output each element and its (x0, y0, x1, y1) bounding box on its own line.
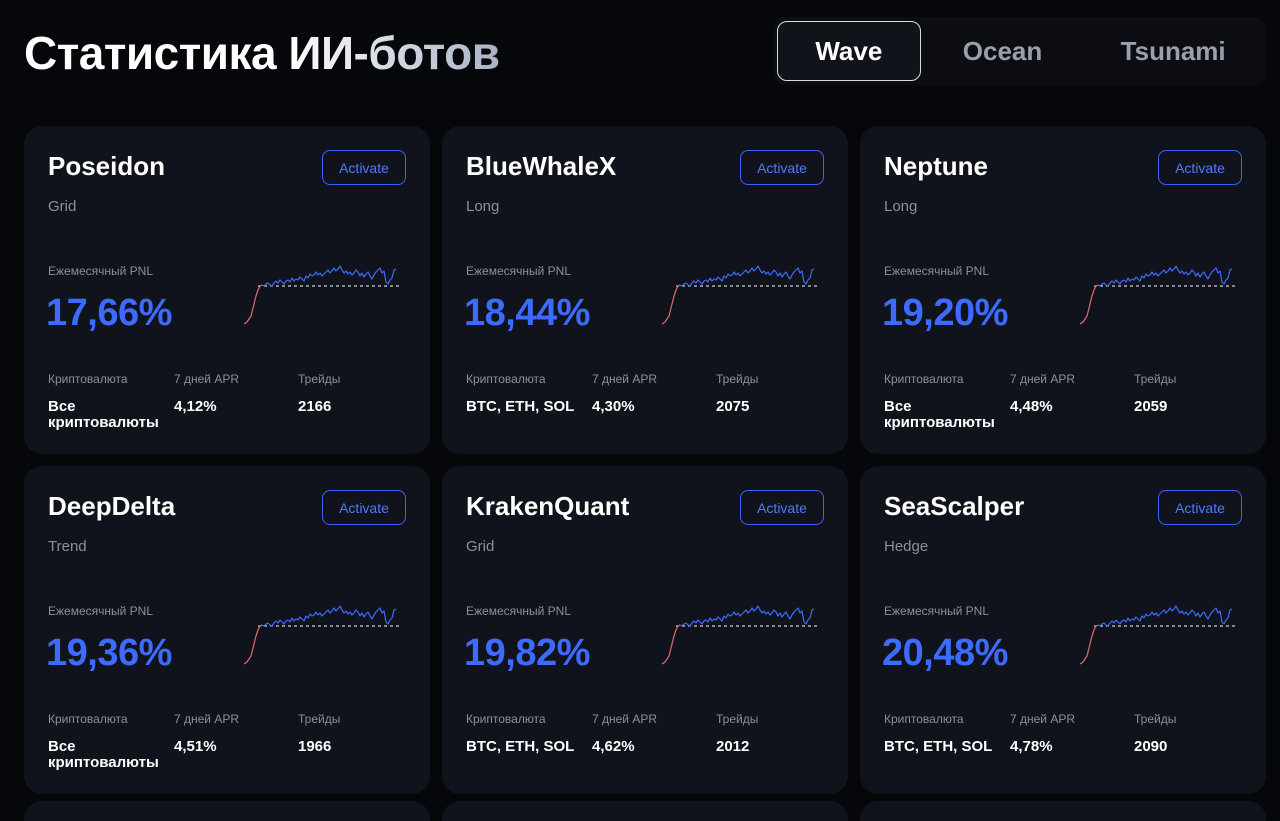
tab-tsunami[interactable]: Tsunami (1120, 35, 1226, 66)
crypto-label: Криптовалюта (466, 712, 546, 726)
pnl-value: 19,36% (46, 632, 172, 674)
sparkline-negative (244, 624, 263, 665)
sparkline-positive (1097, 605, 1233, 627)
bot-strategy-type: Grid (466, 538, 495, 555)
apr-label: 7 дней APR (174, 372, 240, 386)
apr-label: 7 дней APR (592, 712, 658, 726)
apr-value: 4,78% (1010, 738, 1053, 755)
apr-value: 4,51% (174, 738, 217, 755)
trades-label: Трейды (298, 372, 341, 386)
sparkline-negative (1080, 624, 1099, 665)
sparkline-positive (679, 265, 815, 287)
bot-card-partial (442, 801, 848, 821)
apr-value: 4,30% (592, 398, 635, 415)
apr-label: 7 дней APR (592, 372, 658, 386)
bot-strategy-type: Long (466, 198, 500, 215)
bot-name: Neptune (884, 151, 988, 181)
bot-strategy-type: Trend (48, 538, 87, 555)
bot-name: BlueWhaleX (466, 151, 617, 181)
trades-value: 2075 (716, 398, 750, 415)
trades-label: Трейды (716, 372, 759, 386)
sparkline-negative (244, 284, 263, 325)
activate-button[interactable]: Activate (322, 490, 406, 525)
sparkline-positive (261, 605, 397, 627)
crypto-value: Все криптовалюты (48, 738, 159, 771)
bot-card: KrakenQuant Activate Grid Ежемесячный PN… (442, 466, 848, 794)
bots-grid: Poseidon Activate Grid Ежемесячный PNL 1… (24, 126, 1266, 794)
trades-value: 2166 (298, 398, 332, 415)
bot-strategy-type: Grid (48, 198, 77, 215)
pnl-label: Ежемесячный PNL (884, 264, 990, 278)
activate-button[interactable]: Activate (740, 490, 824, 525)
trades-label: Трейды (298, 712, 341, 726)
bot-card: Poseidon Activate Grid Ежемесячный PNL 1… (24, 126, 430, 454)
trades-label: Трейды (716, 712, 759, 726)
bot-strategy-type: Long (884, 198, 918, 215)
crypto-value: BTC, ETH, SOL (884, 738, 993, 755)
bot-strategy-type: Hedge (884, 538, 929, 555)
pnl-sparkline (1080, 605, 1238, 665)
pnl-value: 17,66% (46, 292, 172, 334)
pnl-sparkline (662, 605, 820, 665)
bot-name: KrakenQuant (466, 491, 630, 521)
apr-label: 7 дней APR (1010, 712, 1076, 726)
bot-name: DeepDelta (48, 491, 176, 521)
apr-label: 7 дней APR (1010, 372, 1076, 386)
sparkline-positive (1097, 265, 1233, 287)
crypto-value: BTC, ETH, SOL (466, 738, 575, 755)
page-title: Статистика ИИ-ботов (24, 27, 500, 79)
trades-value: 2090 (1134, 738, 1168, 755)
pnl-label: Ежемесячный PNL (466, 604, 572, 618)
sparkline-negative (662, 284, 681, 325)
trades-value: 2012 (716, 738, 750, 755)
apr-value: 4,12% (174, 398, 217, 415)
activate-button[interactable]: Activate (740, 150, 824, 185)
sparkline-positive (679, 605, 815, 627)
crypto-label: Криптовалюта (884, 712, 964, 726)
activate-button[interactable]: Activate (1158, 490, 1242, 525)
apr-value: 4,48% (1010, 398, 1053, 415)
tab-ocean[interactable]: Ocean (962, 35, 1043, 66)
pnl-value: 19,20% (882, 292, 1008, 334)
crypto-value: Все криптовалюты (48, 398, 159, 431)
pnl-sparkline (244, 265, 402, 325)
pnl-value: 19,82% (464, 632, 590, 674)
bot-tier-tabs: Wave Ocean Tsunami (773, 17, 1266, 85)
pnl-label: Ежемесячный PNL (466, 264, 572, 278)
tab-wave[interactable]: Wave (777, 21, 921, 81)
bot-name: Poseidon (48, 151, 166, 181)
sparkline-positive (261, 265, 397, 287)
trades-value: 2059 (1134, 398, 1168, 415)
apr-label: 7 дней APR (174, 712, 240, 726)
crypto-label: Криптовалюта (48, 372, 128, 386)
trades-label: Трейды (1134, 372, 1177, 386)
pnl-value: 18,44% (464, 292, 590, 334)
sparkline-negative (662, 624, 681, 665)
apr-value: 4,62% (592, 738, 635, 755)
pnl-sparkline (1080, 265, 1238, 325)
crypto-label: Криптовалюта (884, 372, 964, 386)
pnl-label: Ежемесячный PNL (48, 264, 154, 278)
pnl-sparkline (662, 265, 820, 325)
bot-card: BlueWhaleX Activate Long Ежемесячный PNL… (442, 126, 848, 454)
bot-card-partial (860, 801, 1266, 821)
activate-button[interactable]: Activate (322, 150, 406, 185)
trades-value: 1966 (298, 738, 332, 755)
pnl-label: Ежемесячный PNL (48, 604, 154, 618)
pnl-value: 20,48% (882, 632, 1008, 674)
bot-card: SeaScalper Activate Hedge Ежемесячный PN… (860, 466, 1266, 794)
bot-card: DeepDelta Activate Trend Ежемесячный PNL… (24, 466, 430, 794)
trades-label: Трейды (1134, 712, 1177, 726)
crypto-label: Криптовалюта (466, 372, 546, 386)
sparkline-negative (1080, 284, 1099, 325)
crypto-label: Криптовалюта (48, 712, 128, 726)
bot-card: Neptune Activate Long Ежемесячный PNL 19… (860, 126, 1266, 454)
crypto-value: BTC, ETH, SOL (466, 398, 575, 415)
crypto-value: Все криптовалюты (884, 398, 995, 431)
activate-button[interactable]: Activate (1158, 150, 1242, 185)
bot-card-partial (24, 801, 430, 821)
bot-name: SeaScalper (884, 491, 1025, 521)
pnl-sparkline (244, 605, 402, 665)
pnl-label: Ежемесячный PNL (884, 604, 990, 618)
